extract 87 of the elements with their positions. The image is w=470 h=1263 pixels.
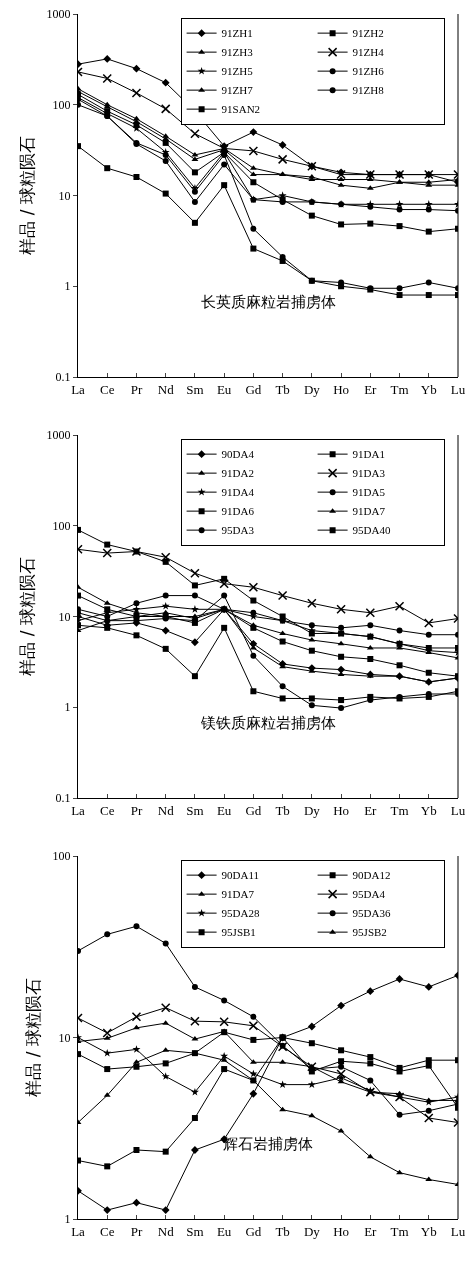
x-tick-label: Tm <box>390 1223 409 1239</box>
x-tick-label: Lu <box>450 1223 466 1239</box>
x-tick-label: Pr <box>130 1223 143 1239</box>
legend-label: 91DA4 <box>221 486 255 499</box>
legend-label: 90DA4 <box>221 448 255 461</box>
legend-label: 91DA7 <box>221 888 255 901</box>
legend-label: 95DA4 <box>352 888 386 901</box>
legend-label: 95JSB1 <box>221 926 256 939</box>
legend-label: 91ZH6 <box>352 65 385 78</box>
y-axis-title: 样品 / 球粒陨石 <box>23 978 44 1097</box>
legend-label: 91ZH4 <box>352 46 385 59</box>
y-tick-label: 1 <box>64 700 71 715</box>
y-tick-label: 100 <box>52 97 71 112</box>
legend-label: 91ZH7 <box>221 84 254 97</box>
annotation: 长英质麻粒岩捕虏体 <box>201 294 336 310</box>
x-tick-label: Tb <box>275 381 290 397</box>
x-tick-label: Tb <box>275 1223 290 1239</box>
y-tick-label: 100 <box>52 518 71 533</box>
legend-label: 95JSB2 <box>352 926 387 939</box>
x-tick-label: Tm <box>390 381 409 397</box>
y-tick-label: 1 <box>64 1212 71 1227</box>
y-tick-label: 100 <box>52 849 71 864</box>
x-tick-label: Dy <box>303 381 321 397</box>
x-tick-label: Eu <box>216 381 232 397</box>
legend-label: 91ZH2 <box>352 27 384 40</box>
x-tick-label: La <box>71 802 86 818</box>
y-axis-title: 样品 / 球粒陨石 <box>17 557 38 676</box>
legend-label: 95DA36 <box>352 907 391 920</box>
annotation: 镁铁质麻粒岩捕虏体 <box>200 715 336 731</box>
x-tick-label: Sm <box>186 1223 204 1239</box>
legend-label: 91DA6 <box>221 505 255 518</box>
legend-label: 90DA11 <box>221 869 260 882</box>
legend-label: 91DA7 <box>352 505 386 518</box>
x-tick-label: Eu <box>216 1223 232 1239</box>
legend-label: 91ZH1 <box>221 27 253 40</box>
x-tick-label: Lu <box>450 381 466 397</box>
legend-label: 95DA40 <box>352 524 391 537</box>
x-tick-label: Yb <box>420 381 437 397</box>
x-tick-label: Nd <box>157 1223 175 1239</box>
legend-label: 91DA3 <box>352 467 386 480</box>
x-tick-label: Ho <box>333 381 350 397</box>
x-tick-label: Ce <box>100 1223 115 1239</box>
legend-label: 91DA1 <box>352 448 385 461</box>
x-tick-label: Pr <box>130 381 143 397</box>
y-tick-label: 10 <box>58 609 71 624</box>
x-tick-label: Yb <box>420 802 437 818</box>
x-tick-label: Gd <box>245 381 262 397</box>
x-tick-label: Sm <box>186 802 204 818</box>
x-tick-label: Ho <box>333 1223 350 1239</box>
y-axis-title: 样品 / 球粒陨石 <box>17 136 38 255</box>
legend-label: 91DA2 <box>221 467 254 480</box>
x-tick-label: Er <box>364 802 378 818</box>
legend-label: 91SAN2 <box>221 103 261 116</box>
x-tick-label: Tm <box>390 802 409 818</box>
legend-label: 95DA3 <box>221 524 255 537</box>
x-tick-label: Eu <box>216 802 232 818</box>
x-tick-label: Dy <box>303 802 321 818</box>
x-tick-label: Tb <box>275 802 290 818</box>
x-tick-label: Lu <box>450 802 466 818</box>
x-tick-label: Dy <box>303 1223 321 1239</box>
x-tick-label: Er <box>364 1223 378 1239</box>
y-tick-label: 0.1 <box>55 370 71 385</box>
x-tick-label: Gd <box>245 802 262 818</box>
legend-label: 90DA12 <box>352 869 391 882</box>
x-tick-label: Gd <box>245 1223 262 1239</box>
y-tick-label: 10 <box>58 188 71 203</box>
y-tick-label: 0.1 <box>55 791 71 806</box>
legend-label: 91ZH5 <box>221 65 254 78</box>
x-tick-label: Ho <box>333 802 350 818</box>
x-tick-label: Pr <box>130 802 143 818</box>
legend-label: 91ZH8 <box>352 84 385 97</box>
x-tick-label: Ce <box>100 381 115 397</box>
x-tick-label: La <box>71 381 86 397</box>
y-tick-label: 10 <box>58 1030 71 1045</box>
x-tick-label: La <box>71 1223 86 1239</box>
y-tick-label: 1000 <box>46 7 71 22</box>
x-tick-label: Nd <box>157 802 175 818</box>
legend-label: 91ZH3 <box>221 46 254 59</box>
x-tick-label: Sm <box>186 381 204 397</box>
legend-label: 91DA5 <box>352 486 386 499</box>
x-tick-label: Yb <box>420 1223 437 1239</box>
legend-label: 95DA28 <box>221 907 260 920</box>
y-tick-label: 1 <box>64 279 71 294</box>
x-tick-label: Ce <box>100 802 115 818</box>
x-tick-label: Er <box>364 381 378 397</box>
x-tick-label: Nd <box>157 381 175 397</box>
y-tick-label: 1000 <box>46 428 71 443</box>
